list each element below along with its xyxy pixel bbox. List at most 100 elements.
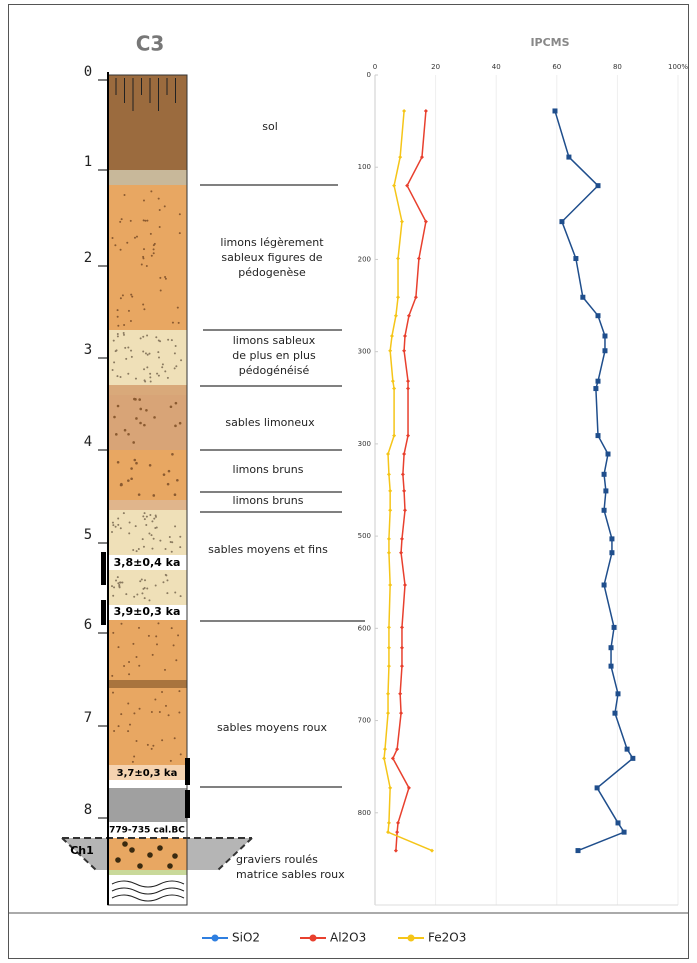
marker (624, 746, 630, 752)
grain (149, 372, 152, 375)
grain (134, 398, 137, 401)
x-tick-label: 40 (492, 63, 501, 71)
grain (143, 423, 146, 427)
legend-label: SiO2 (232, 931, 260, 945)
marker (608, 645, 614, 651)
marker (386, 550, 391, 555)
layer-label: sableux figures de (221, 251, 322, 264)
grain (135, 417, 138, 420)
wave (111, 894, 185, 902)
legend: SiO2 Al2O3 Fe2O3 (202, 931, 466, 945)
marker (392, 386, 397, 391)
grain (164, 548, 167, 551)
grain (161, 366, 164, 369)
grain (115, 433, 118, 436)
grain (116, 576, 119, 579)
marker (402, 333, 407, 338)
date-label: 3,7±0,3 ka (117, 768, 178, 779)
grain (145, 515, 148, 518)
x-tick-label: 80 (613, 63, 622, 71)
pebble (172, 853, 178, 859)
grain (152, 252, 155, 255)
grain (145, 408, 148, 412)
grain (175, 659, 178, 662)
grain (167, 469, 171, 473)
grain (150, 710, 153, 713)
grain (113, 415, 116, 419)
grain (148, 532, 151, 535)
grain (144, 219, 147, 222)
grain (115, 579, 118, 582)
grain (143, 248, 146, 251)
layer (108, 788, 187, 822)
grain (178, 232, 181, 235)
marker (595, 433, 601, 439)
grain (159, 340, 162, 343)
layer (108, 688, 187, 765)
grain (173, 737, 176, 740)
grain (117, 582, 120, 585)
grain (112, 594, 115, 597)
grain (111, 674, 114, 677)
grain (130, 477, 133, 481)
grain (161, 363, 164, 366)
column-title: C3 (136, 32, 165, 56)
grain (135, 461, 138, 465)
marker (386, 830, 391, 835)
grain (157, 374, 160, 377)
grain (129, 723, 132, 726)
x-tick-label: 60 (552, 63, 561, 71)
marker (388, 488, 393, 493)
y-tick-label: 300 (358, 440, 371, 448)
grain (150, 747, 153, 750)
grain (147, 634, 150, 637)
marker (393, 848, 398, 853)
marker (416, 256, 421, 261)
grain (116, 315, 119, 318)
layer (108, 500, 187, 510)
grain (171, 321, 174, 324)
grain (146, 353, 149, 356)
grain (143, 368, 146, 371)
layer-label: matrice sables roux (236, 868, 345, 881)
layer (108, 765, 187, 780)
grain (177, 634, 180, 637)
grain (123, 664, 126, 667)
date-bar (185, 790, 190, 818)
marker (386, 625, 391, 630)
marker (423, 108, 428, 113)
date-bar (185, 758, 190, 785)
grain (171, 452, 174, 456)
grain (159, 289, 162, 292)
grain (142, 587, 145, 590)
grain (159, 276, 162, 279)
grain (138, 664, 141, 667)
legend-marker (407, 934, 415, 942)
y-tick-label: 100 (358, 163, 371, 171)
grain (168, 535, 171, 538)
marker (615, 691, 621, 697)
grain (139, 421, 142, 425)
grain (148, 599, 151, 602)
grain (139, 337, 142, 340)
grain (122, 332, 125, 335)
grain (144, 579, 147, 582)
grain (166, 579, 169, 582)
depth-label: 8 (84, 802, 92, 818)
layer (108, 680, 187, 688)
grain (142, 199, 145, 202)
grain (151, 547, 154, 550)
grain (120, 218, 123, 221)
grain (137, 493, 141, 496)
grain (127, 702, 130, 705)
grain (127, 479, 130, 482)
grain (141, 592, 144, 595)
grain (139, 407, 143, 411)
layer (108, 555, 187, 570)
depth-label: 1 (84, 154, 92, 170)
grain (116, 375, 119, 378)
grain (143, 512, 146, 515)
grain (127, 730, 130, 733)
grain (155, 336, 158, 339)
grain (153, 242, 156, 245)
